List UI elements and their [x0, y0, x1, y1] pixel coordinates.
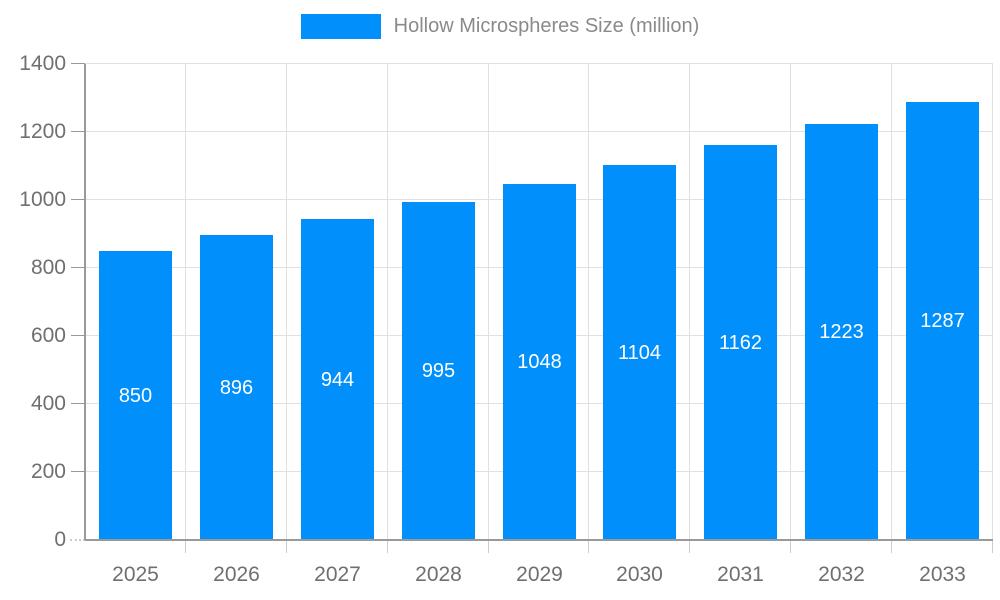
gridline-vertical [790, 64, 792, 540]
gridline-vertical [588, 64, 590, 540]
gridline-horizontal [85, 131, 993, 132]
y-tick [71, 63, 85, 64]
bar-2025[interactable] [99, 251, 172, 540]
gridline-horizontal [85, 63, 993, 64]
y-axis-line [84, 64, 86, 540]
gridline-vertical [184, 64, 186, 540]
y-tick-zero [70, 539, 85, 541]
bar-2030[interactable] [603, 165, 676, 540]
y-axis-tick-label: 600 [30, 324, 66, 347]
x-tick [487, 540, 489, 553]
x-tick [689, 540, 691, 553]
x-axis-category-label: 2025 [112, 563, 159, 586]
gridline-vertical [891, 64, 893, 540]
x-axis-category-label: 2030 [616, 563, 663, 586]
x-tick [285, 540, 287, 553]
x-axis-category-label: 2027 [314, 563, 361, 586]
bar-2031[interactable] [704, 145, 777, 540]
bar-value-label: 1223 [819, 321, 864, 343]
x-tick [992, 540, 993, 553]
y-tick [71, 267, 85, 268]
bar-value-label: 944 [320, 369, 355, 391]
x-axis-category-label: 2028 [415, 563, 462, 586]
bar-2032[interactable] [805, 124, 878, 540]
y-axis-tick-label: 200 [30, 460, 66, 483]
y-axis-tick-label: 1200 [19, 120, 66, 143]
bar-value-label: 1287 [920, 310, 965, 332]
y-axis-tick-label: 0 [54, 528, 66, 551]
gridline-vertical [386, 64, 388, 540]
bar-value-label: 1104 [617, 342, 661, 364]
gridline-vertical [689, 64, 691, 540]
x-axis-line [85, 539, 993, 541]
gridline-vertical [487, 64, 489, 540]
x-axis-category-label: 2031 [717, 563, 764, 586]
y-axis-tick-label: 1400 [19, 52, 66, 75]
x-axis-category-label: 2033 [919, 563, 966, 586]
legend-swatch [300, 14, 381, 39]
y-axis-tick-label: 400 [30, 392, 66, 415]
y-tick [71, 403, 85, 404]
x-axis-category-label: 2026 [213, 563, 260, 586]
y-tick [71, 131, 85, 132]
bar-2033[interactable] [906, 102, 979, 540]
legend: Hollow Microspheres Size (million) [0, 14, 1000, 39]
bar-value-label: 896 [219, 377, 254, 399]
y-axis-tick-label: 800 [30, 256, 66, 279]
y-tick [71, 335, 85, 336]
x-tick [790, 540, 792, 553]
bar-2029[interactable] [503, 184, 576, 540]
bar-value-label: 1048 [517, 351, 562, 373]
y-tick [71, 199, 85, 200]
x-tick [588, 540, 590, 553]
x-tick [184, 540, 186, 553]
gridline-vertical [992, 64, 993, 540]
bar-2026[interactable] [200, 235, 273, 540]
bar-value-label: 1162 [718, 332, 762, 354]
legend-item[interactable]: Hollow Microspheres Size (million) [300, 14, 700, 39]
legend-label: Hollow Microspheres Size (million) [393, 15, 700, 37]
bar-value-label: 850 [118, 385, 153, 407]
y-tick [71, 471, 85, 472]
x-tick [386, 540, 388, 553]
y-axis-tick-label: 1000 [19, 188, 66, 211]
bar-2028[interactable] [402, 202, 475, 540]
gridline-vertical [285, 64, 287, 540]
x-axis-category-label: 2032 [818, 563, 865, 586]
bar-2027[interactable] [301, 219, 374, 540]
bar-value-label: 995 [421, 360, 456, 382]
x-tick [891, 540, 893, 553]
x-axis-category-label: 2029 [516, 563, 563, 586]
